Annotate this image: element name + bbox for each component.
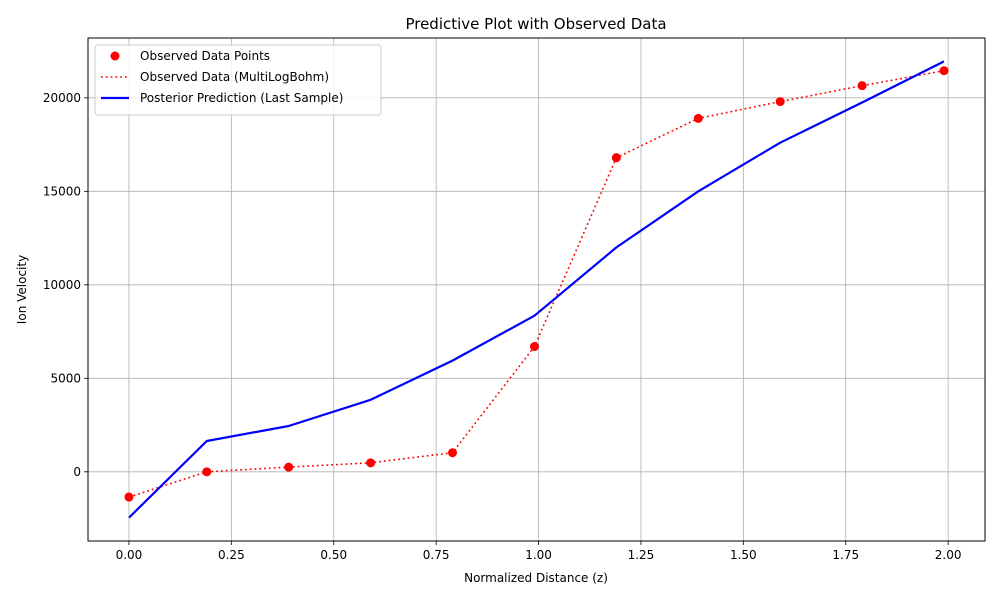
x-tick-label: 0.75 bbox=[423, 548, 450, 562]
y-axis-label: Ion Velocity bbox=[15, 255, 29, 324]
plot-frame bbox=[87, 37, 986, 542]
series-layer bbox=[124, 60, 949, 519]
observed-data-point bbox=[775, 97, 785, 107]
x-tick-label: 1.75 bbox=[832, 548, 859, 562]
grid-lines bbox=[88, 38, 985, 541]
x-tick-label: 1.00 bbox=[525, 548, 552, 562]
y-tick-label: 15000 bbox=[43, 184, 81, 198]
y-tick-label: 10000 bbox=[43, 278, 81, 292]
legend-label: Observed Data Points bbox=[140, 49, 270, 63]
x-axis: 0.00 0.25 0.50 0.75 1.00 1.25 1.50 1.75 2.00 bbox=[116, 541, 962, 562]
observed-data-point bbox=[366, 458, 376, 468]
x-tick-label: 1.50 bbox=[730, 548, 757, 562]
x-tick-label: 0.00 bbox=[116, 548, 143, 562]
chart-title: Predictive Plot with Observed Data bbox=[405, 15, 666, 33]
x-tick-label: 1.25 bbox=[628, 548, 655, 562]
legend-label: Observed Data (MultiLogBohm) bbox=[140, 70, 329, 84]
observed-data-point bbox=[284, 462, 294, 472]
observed-data-point bbox=[857, 81, 867, 91]
y-axis: 0 5000 10000 15000 20000 bbox=[43, 91, 88, 479]
x-axis-label: Normalized Distance (z) bbox=[464, 571, 608, 585]
posterior-prediction-line bbox=[128, 60, 945, 519]
x-tick-label: 0.25 bbox=[218, 548, 245, 562]
legend-marker-scatter bbox=[110, 51, 120, 61]
legend-label: Posterior Prediction (Last Sample) bbox=[140, 91, 343, 105]
y-tick-label: 20000 bbox=[43, 91, 81, 105]
observed-data-point bbox=[611, 153, 621, 163]
legend-box bbox=[94, 44, 382, 116]
observed-data-point bbox=[202, 467, 212, 477]
legend: Observed Data Points Observed Data (Multi… bbox=[94, 44, 382, 116]
observed-data-point bbox=[693, 113, 703, 123]
observed-data-point bbox=[939, 66, 949, 76]
observed-data-point bbox=[529, 342, 539, 352]
observed-data-point bbox=[124, 492, 134, 502]
observed-data-point bbox=[448, 448, 458, 458]
x-tick-label: 2.00 bbox=[935, 548, 962, 562]
y-tick-label: 0 bbox=[73, 465, 81, 479]
y-tick-label: 5000 bbox=[50, 371, 81, 385]
x-tick-label: 0.50 bbox=[320, 548, 347, 562]
